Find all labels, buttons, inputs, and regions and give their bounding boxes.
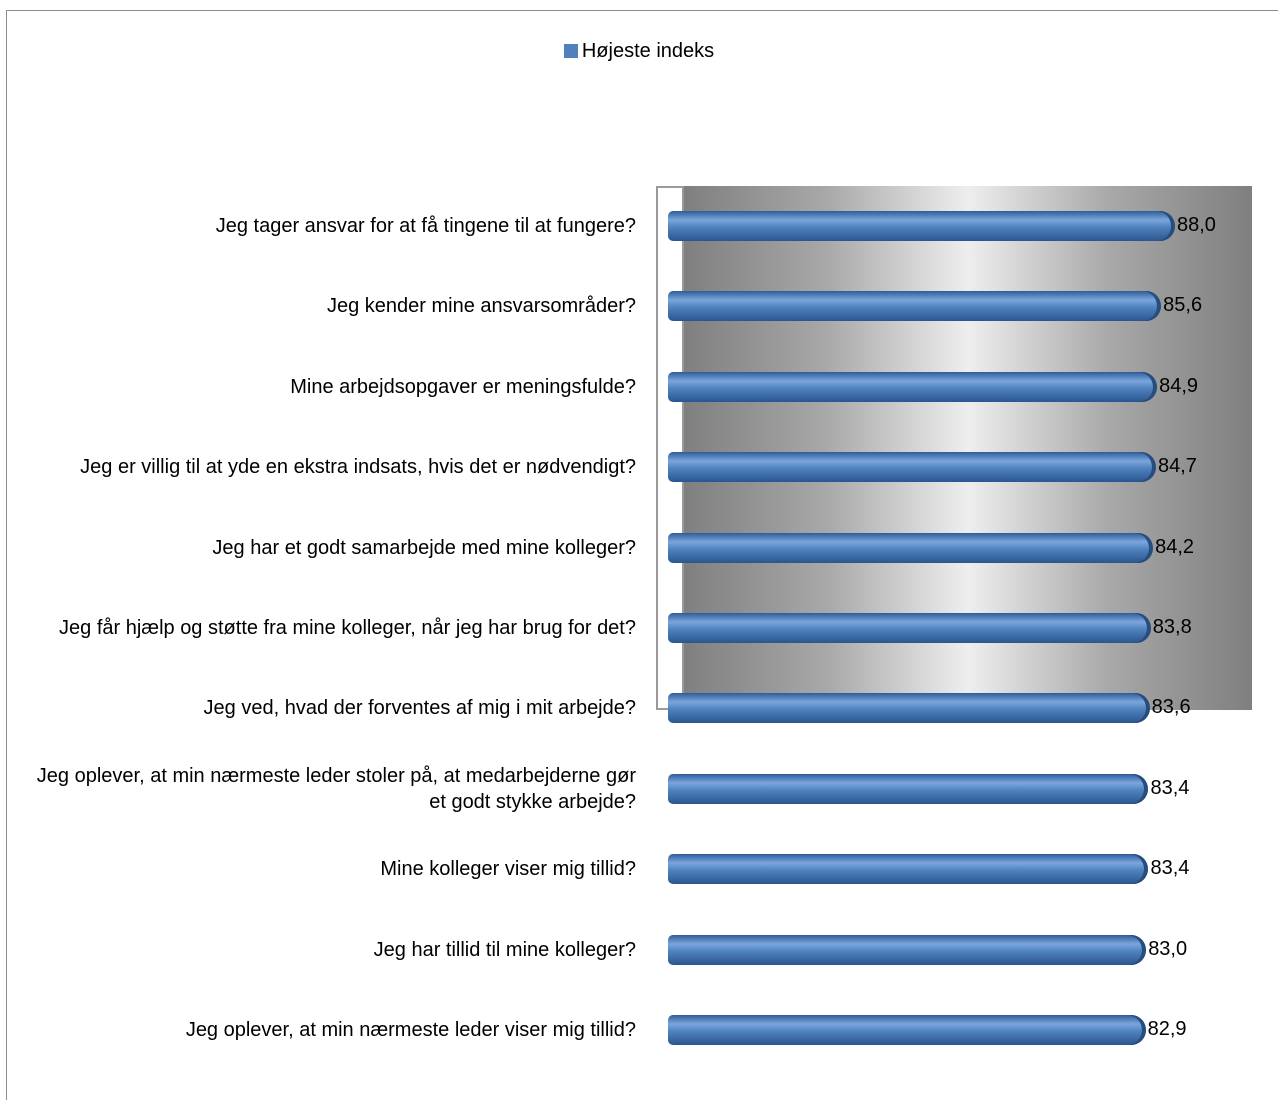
data-label: 84,2	[1155, 535, 1195, 558]
category-label: Mine kolleger viser mig tillid?	[380, 858, 636, 881]
category-label: Jeg har tillid til mine kolleger?	[373, 938, 636, 961]
legend: Højeste indeks	[0, 40, 1278, 63]
category-label: Jeg ved, hvad der forventes af mig i mit…	[203, 697, 636, 720]
plot-area: 88,0 85,6 84,9 84,7 84,2 83,8 83,6 83,4 83,4 83,0…	[656, 186, 1252, 1045]
data-label: 84,9	[1159, 374, 1199, 397]
data-label: 83,4	[1150, 776, 1190, 799]
category-label: Jeg er villig til at yde en ekstra indsa…	[80, 456, 636, 479]
category-label: Jeg oplever, at min nærmeste leder stole…	[36, 764, 636, 813]
bar	[668, 613, 1151, 643]
category-label: Jeg oplever, at min nærmeste leder viser…	[185, 1019, 636, 1041]
bar	[668, 854, 1149, 885]
category-label: Jeg har et godt samarbejde med mine koll…	[212, 536, 636, 559]
bar	[668, 532, 1154, 563]
data-label: 83,6	[1151, 696, 1191, 719]
bar	[668, 371, 1158, 402]
category-label: Jeg tager ansvar for at få tingene til a…	[215, 215, 636, 237]
category-label: Jeg får hjælp og støtte fra mine kollege…	[59, 617, 636, 639]
bar	[668, 1015, 1146, 1045]
data-label: 83,0	[1148, 937, 1188, 960]
data-label: 83,4	[1150, 857, 1190, 880]
category-label: Mine arbejdsopgaver er meningsfulde?	[290, 375, 636, 398]
data-label: 82,9	[1147, 1018, 1187, 1040]
bar	[668, 211, 1175, 241]
chart-frame	[6, 10, 1278, 1100]
bar	[668, 291, 1162, 322]
bar	[668, 773, 1149, 804]
data-label: 84,7	[1157, 455, 1197, 478]
legend-label: Højeste indeks	[581, 40, 715, 62]
data-label: 88,0	[1177, 214, 1216, 236]
bar	[668, 452, 1156, 483]
category-label: Jeg kender mine ansvarsområder?	[326, 295, 636, 318]
legend-swatch	[563, 44, 578, 58]
bar	[668, 934, 1147, 965]
bar	[668, 693, 1150, 724]
data-label: 83,8	[1152, 616, 1192, 638]
data-label: 85,6	[1163, 294, 1203, 317]
